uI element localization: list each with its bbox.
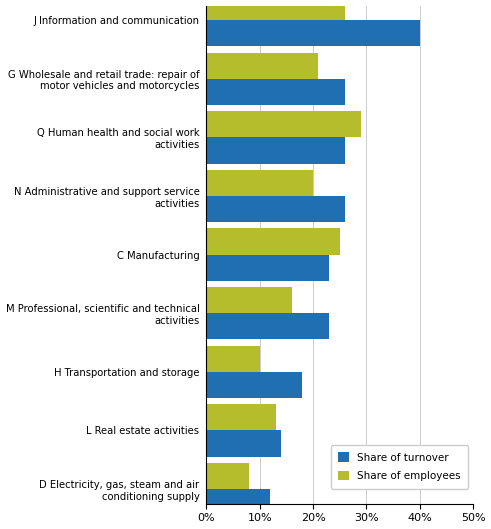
Bar (206, 20, 420, 47)
Bar (206, 313, 329, 340)
Bar (206, 522, 254, 529)
Bar (206, 489, 271, 515)
Bar (206, 229, 340, 254)
Bar (206, 372, 302, 398)
Bar (206, 170, 313, 196)
Bar (206, 52, 318, 79)
Bar (206, 138, 345, 163)
Bar (206, 287, 292, 313)
Bar (206, 431, 281, 457)
Bar (206, 79, 345, 105)
Bar (206, 196, 345, 222)
Bar (206, 0, 345, 20)
Legend: Share of turnover, Share of employees: Share of turnover, Share of employees (331, 445, 468, 489)
Bar (206, 345, 260, 372)
Bar (206, 111, 361, 138)
Bar (206, 254, 329, 281)
Bar (206, 404, 276, 431)
Bar (206, 463, 249, 489)
